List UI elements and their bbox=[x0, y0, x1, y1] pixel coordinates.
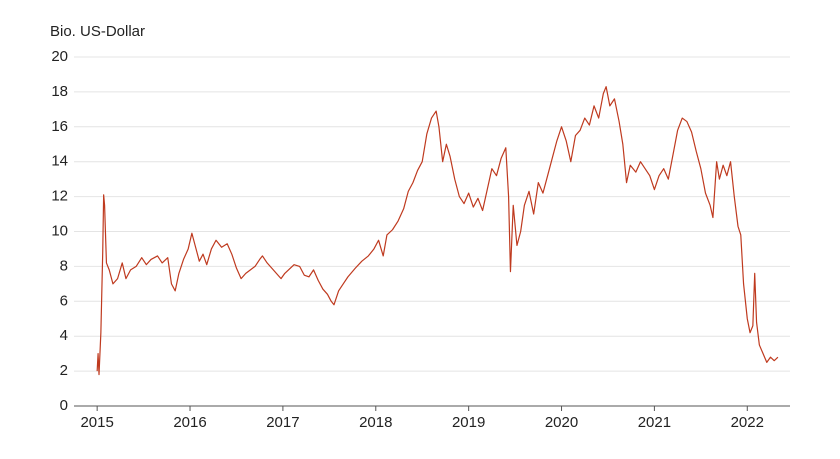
x-tick-label: 2019 bbox=[452, 414, 485, 431]
x-tick-label: 2016 bbox=[173, 414, 206, 431]
y-tick-label: 20 bbox=[51, 48, 68, 65]
y-tick-label: 6 bbox=[60, 292, 68, 309]
x-tick-label: 2015 bbox=[80, 414, 113, 431]
y-tick-label: 10 bbox=[51, 222, 68, 239]
y-tick-label: 2 bbox=[60, 362, 68, 379]
y-tick-label: 14 bbox=[51, 153, 68, 170]
y-tick-label: 8 bbox=[60, 257, 68, 274]
y-axis-label: Bio. US-Dollar bbox=[50, 23, 145, 40]
x-tick-label: 2017 bbox=[266, 414, 299, 431]
x-tick-label: 2022 bbox=[731, 414, 764, 431]
data-line bbox=[96, 86, 779, 376]
x-tick-label: 2018 bbox=[359, 414, 392, 431]
y-tick-label: 12 bbox=[51, 188, 68, 205]
x-tick-label: 2020 bbox=[545, 414, 578, 431]
x-tick-label: 2021 bbox=[638, 414, 671, 431]
y-tick-label: 0 bbox=[60, 397, 68, 414]
y-tick-label: 18 bbox=[51, 83, 68, 100]
y-tick-label: 4 bbox=[60, 327, 68, 344]
y-tick-label: 16 bbox=[51, 118, 68, 135]
